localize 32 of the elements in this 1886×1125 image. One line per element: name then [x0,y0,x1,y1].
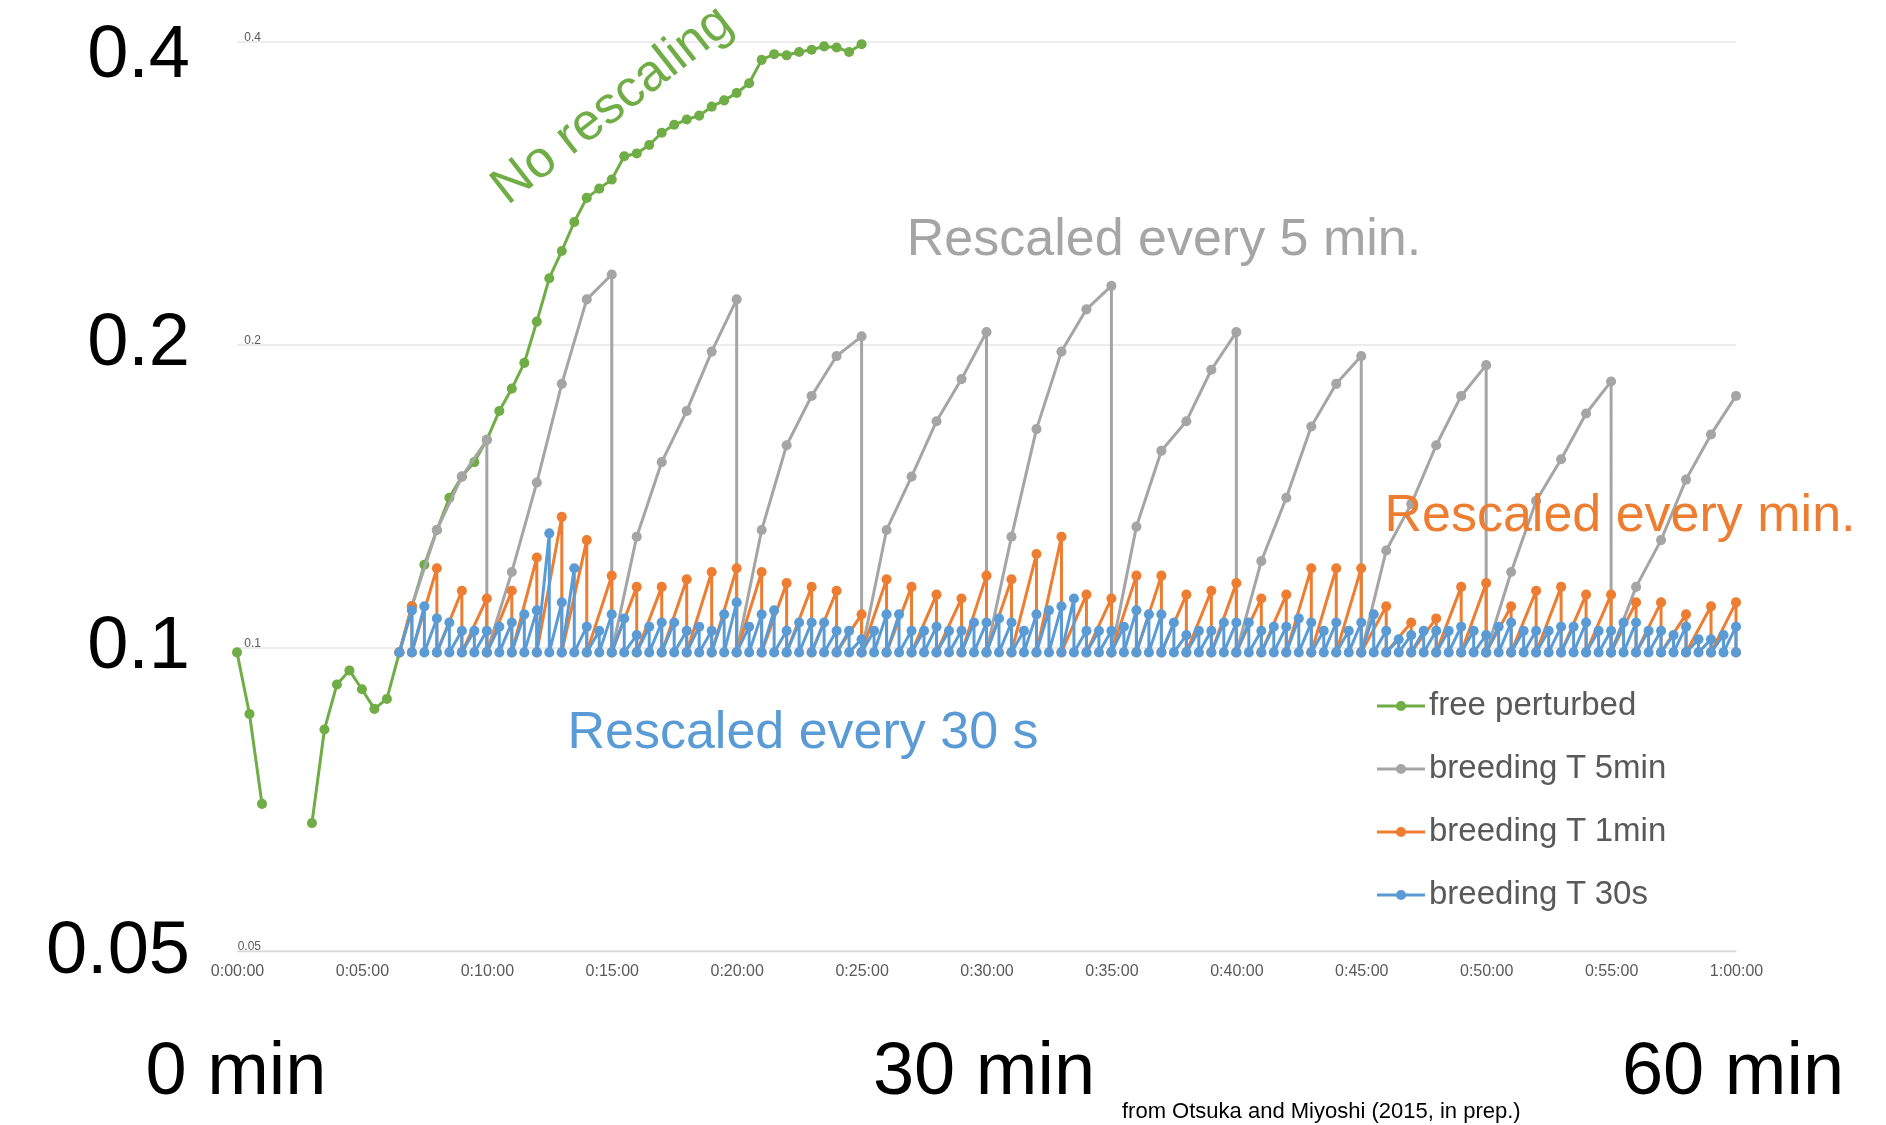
x-tick-label: 0:45:00 [1335,962,1389,980]
text: 0.1 [87,600,190,684]
x-tick-label: 1:00:00 [1709,962,1764,980]
annotation: Rescaled every 30 s [567,700,1039,759]
x-tick-label: 0:20:00 [710,962,764,980]
legend-label: free perturbed [1429,684,1637,722]
x-tick-label: 0:25:00 [835,962,889,980]
text: 30 min [872,1026,1096,1110]
annotation: Rescaled every min. [1384,483,1856,542]
annotation: Rescaled every 5 min. [906,207,1422,266]
legend-label: breeding T 30s [1429,873,1648,911]
y-tick-label: 0.05 [237,939,262,954]
text: 0 min [145,1026,327,1110]
x-tick-label: 0:35:00 [1085,962,1139,980]
x-tick-label: 0:15:00 [585,962,640,980]
text: 0.2 [87,297,190,381]
x-tick-label: 0:55:00 [1584,962,1639,980]
text: 0.05 [45,905,190,989]
legend-label: breeding T 1min [1429,810,1667,848]
x-tick-label: 0:05:00 [335,962,390,980]
text: 60 min [1621,1026,1845,1110]
y-tick-label: 0.2 [244,333,262,348]
x-tick-label: 0:00:00 [210,962,265,980]
y-tick-label: 0.1 [244,636,262,651]
y-tick-label: 0.4 [244,30,262,45]
x-tick-label: 0:40:00 [1210,962,1264,980]
text: from Otsuka and Miyoshi (2015, in prep.) [1122,1098,1521,1123]
x-tick-label: 0:10:00 [460,962,515,980]
x-tick-label: 0:30:00 [960,962,1014,980]
x-tick-label: 0:50:00 [1459,962,1514,980]
text: 0.4 [87,9,190,93]
legend-label: breeding T 5min [1429,747,1667,785]
